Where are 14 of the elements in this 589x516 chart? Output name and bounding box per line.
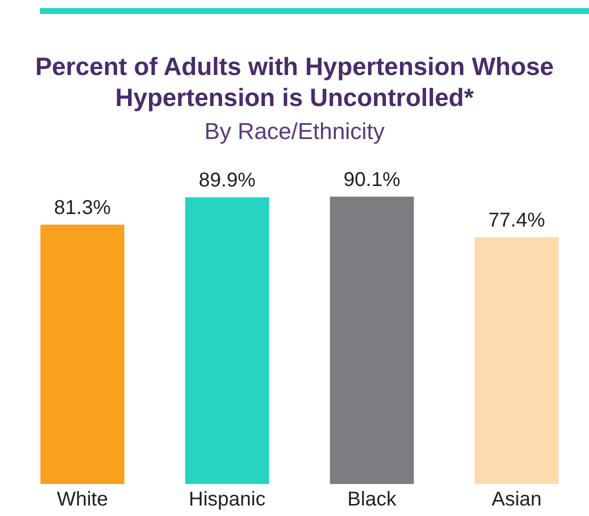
bar xyxy=(330,196,414,484)
x-tick-label: White xyxy=(56,488,108,511)
data-label: 89.9% xyxy=(198,170,256,192)
chart-title: Percent of Adults with Hypertension Whose Hypertension is Uncontrolled* xyxy=(34,52,555,114)
x-tick-label: Black xyxy=(347,488,398,511)
bar xyxy=(185,197,270,484)
x-tick-label: Hispanic xyxy=(188,488,266,511)
data-label: 90.1% xyxy=(344,169,400,192)
x-tick-label: Asian xyxy=(492,488,542,511)
bar xyxy=(40,224,124,484)
data-label: 77.4% xyxy=(488,210,546,232)
bar xyxy=(474,237,559,484)
data-label: 81.3% xyxy=(54,197,111,220)
chart-subtitle: By Race/Ethnicity xyxy=(203,118,386,145)
